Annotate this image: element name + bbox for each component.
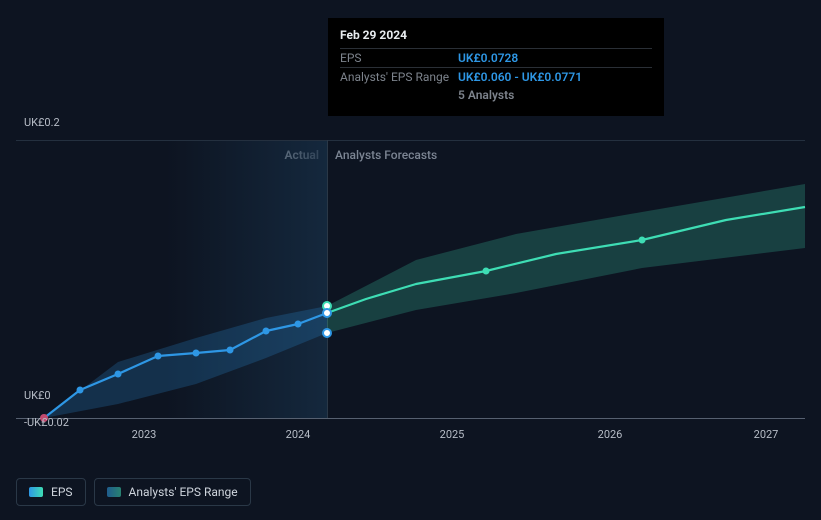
legend-item-eps[interactable]: EPS	[16, 478, 86, 506]
x-axis-label: 2023	[132, 428, 157, 441]
tooltip-key: EPS	[340, 51, 458, 65]
tooltip-analyst-count: 5 Analysts	[458, 88, 652, 102]
tooltip-row-eps: EPS UK£0.0728	[340, 48, 652, 67]
tooltip-key: Analysts' EPS Range	[340, 70, 458, 84]
y-axis-label: -UK£0.02	[24, 416, 69, 429]
tooltip-value: UK£0.060 - UK£0.0771	[458, 70, 582, 84]
x-axis-label: 2024	[286, 428, 311, 441]
baseline-zero	[16, 418, 805, 419]
legend-label: EPS	[51, 485, 73, 499]
y-axis-label: UK£0.2	[24, 116, 60, 129]
tooltip-date: Feb 29 2024	[340, 28, 652, 42]
legend-swatch-icon	[29, 487, 43, 497]
tooltip-row-range: Analysts' EPS Range UK£0.060 - UK£0.0771	[340, 67, 652, 86]
x-axis-label: 2025	[440, 428, 465, 441]
legend-swatch-icon	[107, 487, 121, 497]
legend-item-range[interactable]: Analysts' EPS Range	[94, 478, 251, 506]
y-axis-label: UK£0	[24, 389, 51, 402]
plot-region[interactable]	[16, 140, 805, 418]
x-axis-label: 2027	[754, 428, 779, 441]
tooltip-value: UK£0.0728	[458, 51, 518, 65]
chart-tooltip: Feb 29 2024 EPS UK£0.0728 Analysts' EPS …	[328, 18, 664, 116]
x-axis-label: 2026	[598, 428, 623, 441]
legend-label: Analysts' EPS Range	[129, 485, 238, 499]
legend: EPS Analysts' EPS Range	[16, 478, 251, 506]
chart-svg	[16, 140, 805, 418]
